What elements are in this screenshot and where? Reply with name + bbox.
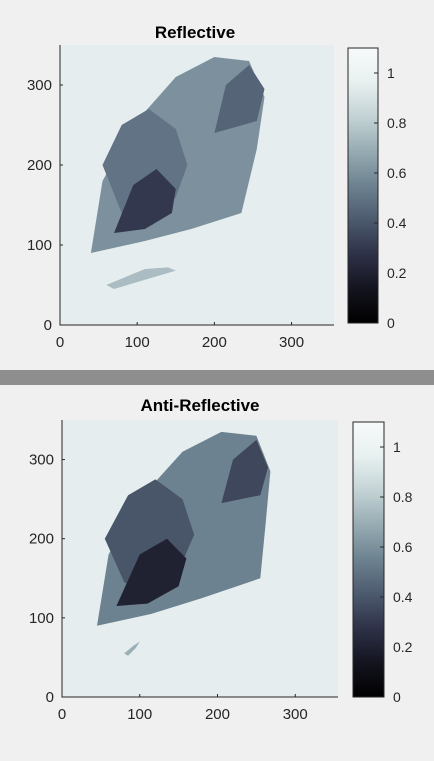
colorbar-tick-label: 0.4 <box>387 215 407 231</box>
y-tick-label: 100 <box>29 610 54 627</box>
colorbar-tick-label: 0.2 <box>387 265 407 281</box>
colorbar-tick-label: 1 <box>387 65 395 81</box>
panel-separator <box>0 370 434 385</box>
x-tick-label: 0 <box>56 334 64 351</box>
x-tick-label: 300 <box>279 334 304 351</box>
colorbar <box>352 421 385 698</box>
heatmap-region-4 <box>106 267 176 289</box>
x-tick-label: 0 <box>58 706 66 723</box>
colorbar-tick-label: 0.8 <box>393 489 413 505</box>
heatmap-region-2 <box>114 169 176 233</box>
heatmap-region-3 <box>214 65 265 133</box>
colorbar-tick-label: 0.2 <box>393 639 413 655</box>
heatmap-region-3 <box>221 439 268 504</box>
heatmap-region-2 <box>116 538 187 606</box>
y-tick-label: 300 <box>29 452 54 469</box>
chart-title: Anti-Reflective <box>140 396 259 415</box>
x-tick-label: 300 <box>283 706 308 723</box>
colorbar-tick-label: 0.4 <box>393 589 413 605</box>
colorbar-tick-label: 0.6 <box>393 539 413 555</box>
colorbar-tick-label: 0 <box>387 315 395 331</box>
colorbar-tick-label: 1 <box>393 439 401 455</box>
x-tick-label: 200 <box>202 334 227 351</box>
y-tick-label: 0 <box>46 689 54 706</box>
y-tick-label: 200 <box>29 531 54 548</box>
colorbar-tick-label: 0 <box>393 689 401 705</box>
colorbar-tick-label: 0.6 <box>387 165 407 181</box>
anti-reflective-panel: 0 100 200 300 0 100 200 300 Anti-Reflective 0 0.2 0… <box>0 385 434 756</box>
y-tick-label: 0 <box>44 317 52 334</box>
reflective-panel: 0 100 200 300 0 100 200 300 Reflective 0 0.2 0.4 0.6… <box>0 0 434 370</box>
y-tick-label: 100 <box>27 237 52 254</box>
x-tick-label: 100 <box>127 706 152 723</box>
chart-title: Reflective <box>155 23 235 42</box>
reflective-chart: 0 100 200 300 0 100 200 300 Reflective 0 0.2 0.4 0.6… <box>27 23 407 351</box>
colorbar <box>347 47 379 324</box>
anti-reflective-chart: 0 100 200 300 0 100 200 300 Anti-Reflective 0 0.2 0… <box>29 396 413 723</box>
y-tick-label: 300 <box>27 77 52 94</box>
colorbar-tick-label: 0.8 <box>387 115 407 131</box>
x-tick-label: 200 <box>205 706 230 723</box>
y-tick-label: 200 <box>27 157 52 174</box>
heatmap-region-4 <box>124 641 140 656</box>
x-tick-label: 100 <box>125 334 150 351</box>
